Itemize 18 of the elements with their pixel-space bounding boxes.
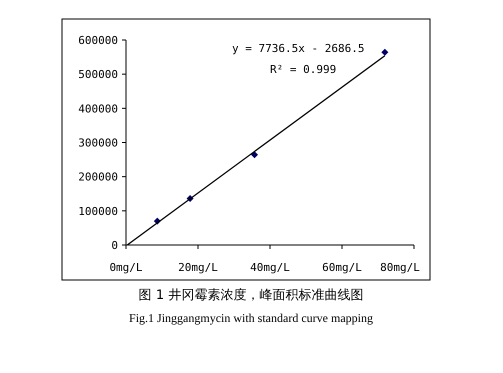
annotation: y = 7736.5x - 2686.5	[232, 42, 364, 55]
y-tick-label: 300000	[78, 136, 118, 150]
y-tick-label: 500000	[78, 68, 118, 82]
point	[381, 48, 388, 56]
y-tick-label: 600000	[78, 34, 118, 47]
y-tick-label: 0	[111, 239, 118, 252]
point	[251, 151, 258, 158]
y-tick-label: 100000	[78, 204, 118, 218]
x-tick-label: 80mg/L	[380, 261, 420, 274]
x-tick-label: 60mg/L	[322, 261, 362, 274]
x-tick-label: 0mg/L	[109, 261, 143, 274]
annotation: R² = 0.999	[270, 63, 336, 76]
text: 图 1 井冈霉素浓度，峰面积标准曲线图	[138, 287, 364, 303]
y-tick-label: 200000	[78, 170, 118, 184]
y-tick-label: 400000	[78, 102, 118, 116]
text: Fig.1 Jinggangmycin with standard curve mapping	[129, 311, 373, 325]
x-tick-label: 40mg/L	[250, 261, 290, 274]
x-tick-label: 20mg/L	[178, 261, 218, 274]
